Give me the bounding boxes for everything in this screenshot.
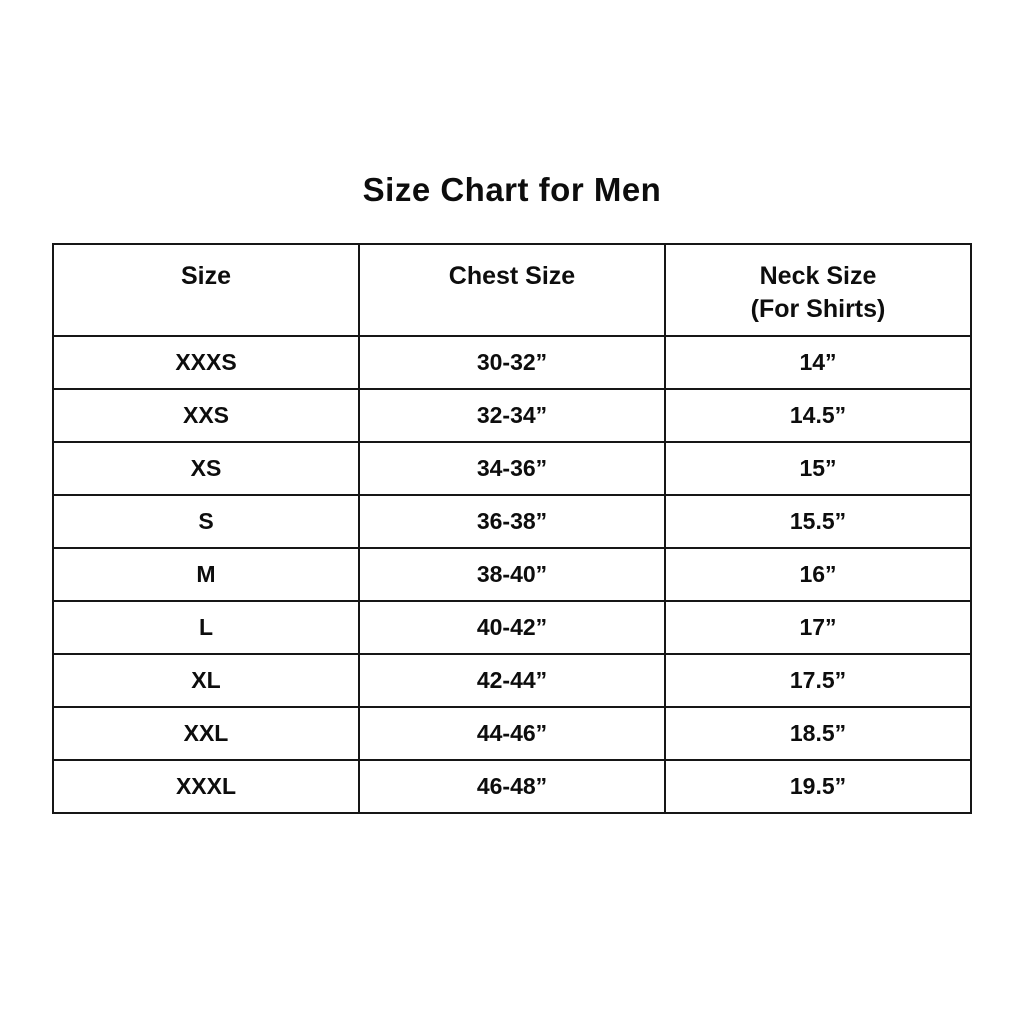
- neck-cell: 19.5”: [664, 759, 972, 814]
- neck-cell: 16”: [664, 547, 972, 602]
- neck-cell: 14.5”: [664, 388, 972, 443]
- neck-cell: 15.5”: [664, 494, 972, 549]
- table-header: Size Chest Size Neck Size (For Shirts): [52, 243, 972, 337]
- table-row: XXL 44-46” 18.5”: [52, 706, 972, 761]
- column-header-neck-subtitle: (For Shirts): [750, 295, 886, 323]
- table-body: XXXS 30-32” 14” XXS 32-34” 14.5” XS 34-3…: [52, 335, 972, 814]
- header-row: Size Chest Size Neck Size (For Shirts): [52, 243, 972, 337]
- size-cell: XL: [52, 653, 360, 708]
- size-cell: XS: [52, 441, 360, 496]
- chest-cell: 30-32”: [358, 335, 666, 390]
- neck-cell: 17.5”: [664, 653, 972, 708]
- neck-cell: 14”: [664, 335, 972, 390]
- table-row: M 38-40” 16”: [52, 547, 972, 602]
- size-cell: XXS: [52, 388, 360, 443]
- column-header-chest: Chest Size: [358, 243, 666, 337]
- neck-cell: 17”: [664, 600, 972, 655]
- size-cell: XXXL: [52, 759, 360, 814]
- page-title: Size Chart for Men: [362, 171, 662, 208]
- table-row: S 36-38” 15.5”: [52, 494, 972, 549]
- chest-cell: 42-44”: [358, 653, 666, 708]
- column-header-neck-title: Neck Size: [759, 262, 877, 290]
- size-cell: L: [52, 600, 360, 655]
- size-cell: M: [52, 547, 360, 602]
- size-chart-table: Size Chest Size Neck Size (For Shirts) X…: [52, 243, 972, 814]
- chest-cell: 38-40”: [358, 547, 666, 602]
- chest-cell: 36-38”: [358, 494, 666, 549]
- chest-cell: 40-42”: [358, 600, 666, 655]
- column-header-neck: Neck Size (For Shirts): [664, 243, 972, 337]
- chest-cell: 44-46”: [358, 706, 666, 761]
- size-cell: XXXS: [52, 335, 360, 390]
- chest-cell: 46-48”: [358, 759, 666, 814]
- neck-cell: 18.5”: [664, 706, 972, 761]
- table-row: XL 42-44” 17.5”: [52, 653, 972, 708]
- size-cell: XXL: [52, 706, 360, 761]
- neck-cell: 15”: [664, 441, 972, 496]
- size-cell: S: [52, 494, 360, 549]
- table-row: XXXS 30-32” 14”: [52, 335, 972, 390]
- chest-cell: 32-34”: [358, 388, 666, 443]
- table-row: L 40-42” 17”: [52, 600, 972, 655]
- table-row: XXXL 46-48” 19.5”: [52, 759, 972, 814]
- table-row: XS 34-36” 15”: [52, 441, 972, 496]
- column-header-size: Size: [52, 243, 360, 337]
- chest-cell: 34-36”: [358, 441, 666, 496]
- table-row: XXS 32-34” 14.5”: [52, 388, 972, 443]
